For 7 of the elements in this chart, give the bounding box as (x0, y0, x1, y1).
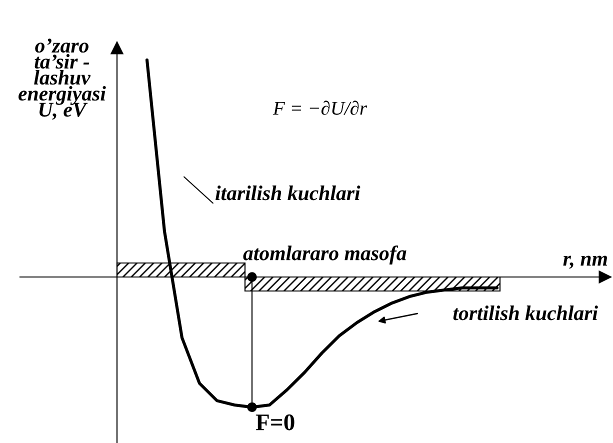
y-axis-title: o’zaro ta’sir - lashuv energiyasi U, eV (18, 38, 106, 120)
text: F=0 (256, 414, 294, 430)
annotation: tortilish kuchlari (453, 306, 598, 320)
x-axis-title: r, nm (563, 256, 608, 269)
annotation: F = −∂U/∂r (272, 100, 368, 115)
annotation: atomlararo masofa (243, 245, 406, 265)
annotation: itarilish kuchlari (216, 186, 360, 200)
